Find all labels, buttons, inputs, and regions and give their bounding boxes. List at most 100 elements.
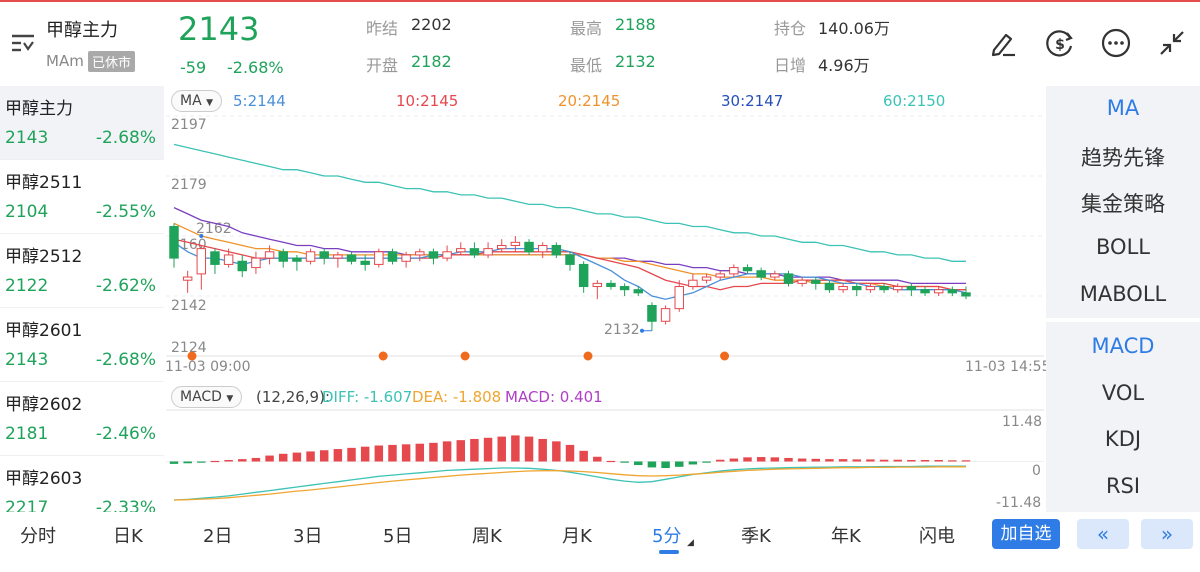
- next-arrow-icon[interactable]: »: [1141, 519, 1193, 549]
- candle-body: [688, 279, 698, 288]
- candle-body: [319, 251, 329, 259]
- kline-chart[interactable]: [0, 0, 1046, 512]
- macd-dea-line: [173, 466, 966, 501]
- indicator-vol-button[interactable]: VOL: [1101, 381, 1145, 405]
- tab-flash[interactable]: 闪电: [919, 526, 955, 547]
- macd-bar: [934, 460, 943, 462]
- more-icon[interactable]: [1099, 26, 1133, 60]
- tab-5day[interactable]: 5日: [383, 526, 413, 547]
- collapse-icon[interactable]: [1155, 26, 1189, 60]
- macd-bar: [456, 440, 465, 462]
- macd-bar: [879, 459, 889, 462]
- macd-bar: [852, 459, 861, 462]
- contract-list-toggle-icon[interactable]: [10, 32, 38, 56]
- macd-bar: [565, 444, 575, 462]
- tab-daily-k[interactable]: 日K: [113, 526, 143, 547]
- time-end-label: 11-03 14:55: [965, 359, 1051, 375]
- tab-quarterly-k[interactable]: 季K: [741, 526, 771, 547]
- indicator-kdj-button[interactable]: KDJ: [1104, 427, 1142, 451]
- indicator-maboll-button[interactable]: MABOLL: [1079, 282, 1167, 306]
- contract-item[interactable]: 甲醇2512 2122 -2.62%: [0, 234, 164, 308]
- macd-bar: [292, 452, 302, 462]
- tab-monthly-k[interactable]: 月K: [562, 526, 592, 547]
- contract-item-price: 2181: [5, 424, 49, 444]
- price-axis-tick: 2197: [171, 117, 207, 133]
- indicator-capital-strategy-button[interactable]: 集金策略: [1081, 192, 1165, 216]
- low-marker-dot: [640, 328, 644, 333]
- svg-text:$: $: [1055, 37, 1065, 53]
- macd-bar: [893, 459, 902, 462]
- contract-item[interactable]: 甲醇2602 2181 -2.46%: [0, 382, 164, 456]
- macd-bar: [620, 461, 629, 463]
- indicator-ma-button[interactable]: MA: [1106, 96, 1140, 120]
- draw-icon[interactable]: [986, 26, 1020, 60]
- indicator-macd-button[interactable]: MACD: [1091, 334, 1155, 358]
- top-accent-line: [0, 0, 1200, 2]
- candle-body: [756, 270, 766, 278]
- indicator-rsi-button[interactable]: RSI: [1105, 474, 1141, 498]
- tab-3day[interactable]: 3日: [293, 526, 323, 547]
- main-indicator-dropdown[interactable]: MA ▼: [171, 90, 223, 112]
- candle-body: [210, 251, 220, 265]
- stat-value-daily-increase: 4.96万: [818, 56, 870, 75]
- candle-body: [674, 286, 684, 310]
- candle-body: [251, 257, 261, 269]
- low-price-marker: 2132: [604, 322, 640, 338]
- macd-bar: [675, 461, 684, 467]
- stat-value-open: 2182: [411, 52, 452, 71]
- macd-bar: [319, 450, 329, 462]
- macd-axis-tick: 0: [1032, 463, 1041, 479]
- candle-body: [415, 251, 425, 256]
- tab-intraday[interactable]: 分时: [20, 526, 56, 547]
- add-to-watchlist-button[interactable]: 加自选: [992, 519, 1060, 549]
- contract-item[interactable]: 甲醇主力 2143 -2.68%: [0, 86, 164, 160]
- quote-header: 甲醇主力 MAm 已休市 2143 -59 -2.68% 昨结 2202 开盘 …: [0, 2, 1200, 86]
- candle-body: [660, 308, 671, 322]
- panel-divider: [1046, 318, 1200, 322]
- tab-dropdown-icon[interactable]: ◢: [687, 538, 694, 548]
- tab-yearly-k[interactable]: 年K: [831, 526, 861, 547]
- macd-axis-tick: -11.48: [996, 495, 1042, 511]
- indicator-trend-pioneer-button[interactable]: 趋势先锋: [1081, 146, 1165, 170]
- contract-item-name: 甲醇2603: [5, 469, 83, 489]
- tab-5min[interactable]: 5分: [652, 526, 682, 547]
- stat-label-daily-increase: 日增: [774, 56, 807, 75]
- chevron-down-icon: ▼: [206, 98, 214, 108]
- candle-body: [182, 276, 193, 281]
- contract-item[interactable]: 甲醇2511 2104 -2.55%: [0, 160, 164, 234]
- macd-bar: [360, 446, 370, 462]
- contract-item-price: 2122: [5, 276, 49, 296]
- candle-body: [456, 248, 466, 253]
- currency-icon[interactable]: $: [1043, 26, 1077, 60]
- macd-bar: [347, 447, 356, 462]
- macd-bar: [429, 442, 438, 462]
- macd-diff-legend: DIFF: -1.607: [322, 388, 413, 406]
- indicator-boll-button[interactable]: BOLL: [1096, 235, 1150, 259]
- signal-dot: [378, 351, 388, 361]
- contract-code: MAm: [46, 52, 84, 70]
- contract-item[interactable]: 甲醇2601 2143 -2.68%: [0, 308, 164, 382]
- macd-bar: [729, 458, 739, 462]
- macd-bar: [647, 461, 657, 468]
- candle-body: [852, 286, 862, 291]
- contract-item[interactable]: 甲醇2603 2217 -2.33%: [0, 456, 164, 512]
- tab-weekly-k[interactable]: 周K: [472, 526, 502, 547]
- macd-bar: [661, 461, 670, 469]
- candle-body: [196, 248, 207, 275]
- macd-bar: [961, 460, 971, 462]
- candle-body: [442, 251, 452, 259]
- price-axis-tick: 2179: [171, 177, 207, 193]
- macd-bar: [374, 445, 384, 462]
- candle-body: [278, 251, 288, 262]
- price-change: -59: [180, 58, 207, 77]
- candle-body: [524, 241, 534, 253]
- candle-body: [510, 241, 521, 246]
- sub-indicator-dropdown[interactable]: MACD ▼: [171, 386, 243, 408]
- macd-bar: [702, 461, 711, 463]
- candle-body: [537, 244, 548, 253]
- stat-label-open-interest: 持仓: [774, 19, 807, 38]
- tab-2day[interactable]: 2日: [203, 526, 233, 547]
- signal-dot: [583, 351, 593, 361]
- prev-arrow-icon[interactable]: «: [1077, 519, 1129, 549]
- ma5-legend: 5:2144: [233, 92, 286, 110]
